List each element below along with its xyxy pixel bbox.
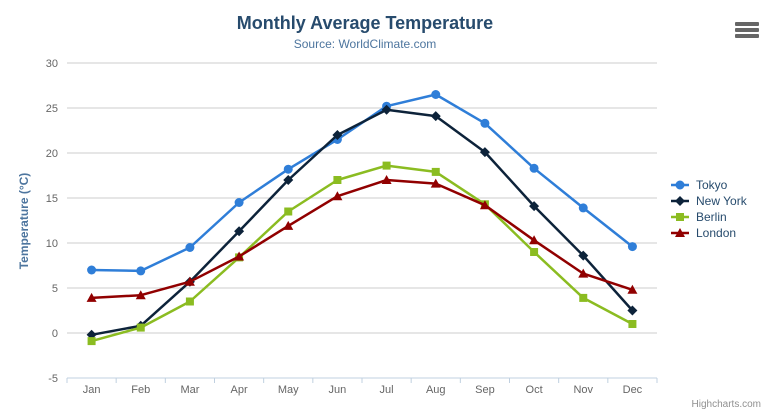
x-axis-label: Jul [380,384,394,396]
data-point[interactable] [579,293,588,302]
legend-marker[interactable] [675,196,685,206]
hamburger-bar [735,34,759,38]
series-london[interactable] [86,175,638,302]
data-point[interactable] [234,198,244,207]
data-point[interactable] [627,242,637,252]
hamburger-bar [735,28,759,32]
legend-label: Berlin [696,210,727,224]
x-axis-label: Dec [623,384,643,396]
series-tokyo[interactable] [87,90,637,276]
legend: Tokyo New York Berlin London [671,177,747,241]
data-point[interactable] [332,191,343,201]
data-point[interactable] [381,175,392,184]
credits-link[interactable]: Highcharts.com [691,399,761,410]
data-point[interactable] [627,284,638,294]
legend-marker[interactable] [676,213,684,221]
data-point[interactable] [87,337,96,346]
data-point[interactable] [184,276,195,286]
data-point[interactable] [284,207,293,216]
y-axis-label: 20 [46,148,58,160]
data-point[interactable] [530,248,539,256]
data-point[interactable] [283,220,294,230]
legend-label: New York [696,194,747,208]
data-point[interactable] [430,178,441,188]
data-point[interactable] [431,90,441,99]
data-point[interactable] [333,176,342,184]
data-point[interactable] [86,292,97,302]
y-axis-label: -5 [48,373,58,385]
x-axis-label: Jun [329,384,347,396]
series-line [90,178,634,300]
data-point[interactable] [431,167,440,176]
x-axis-label: Feb [131,384,150,396]
chart-title: Monthly Average Temperature [236,13,494,33]
data-point[interactable] [529,163,539,173]
data-point[interactable] [479,147,490,158]
data-point[interactable] [283,164,293,174]
x-axis-label: Mar [180,384,199,396]
data-point[interactable] [627,305,638,316]
y-axis-label: 30 [46,58,58,70]
data-point[interactable] [479,200,490,210]
circle-marker-icon [671,180,689,190]
y-axis-label: 15 [46,193,58,205]
diamond-marker-icon [671,196,689,206]
legend-item-london[interactable]: London [671,225,747,241]
data-point[interactable] [135,290,146,300]
legend-marker[interactable] [675,180,685,190]
series-new-york[interactable] [86,104,638,340]
data-point[interactable] [382,161,391,170]
data-point[interactable] [529,235,540,245]
y-axis-label: 10 [46,238,58,250]
data-point[interactable] [136,266,146,276]
data-point[interactable] [578,203,588,213]
series-line [90,108,634,337]
legend-item-tokyo[interactable]: Tokyo [671,177,747,193]
series-line [90,164,634,343]
hamburger-icon [735,22,759,38]
legend-item-berlin[interactable]: Berlin [671,209,747,225]
series-line [90,93,634,273]
data-point[interactable] [185,243,195,252]
legend-label: London [696,226,737,240]
y-axis-title: Temperature (°C) [17,173,31,270]
x-axis-label: Sep [475,384,495,396]
data-point[interactable] [234,226,245,237]
data-point[interactable] [234,251,245,261]
chart-subtitle: Source: WorldClimate.com [293,37,437,51]
legend-marker[interactable] [675,228,685,237]
legend-label: Tokyo [696,178,728,192]
data-point[interactable] [332,130,343,140]
data-point[interactable] [529,201,540,212]
hamburger-bar [735,22,759,26]
y-axis-label: 0 [52,328,58,340]
data-point[interactable] [578,268,589,278]
x-axis-label: Jan [83,384,101,396]
legend-item-new-york[interactable]: New York [671,193,747,209]
data-point[interactable] [283,175,294,185]
export-menu-button[interactable] [734,20,760,40]
y-axis-label: 5 [52,283,58,295]
x-axis-label: May [278,384,299,396]
x-axis-label: Oct [526,384,543,396]
triangle-marker-icon [671,228,689,237]
x-axis-label: Nov [573,384,593,396]
data-point[interactable] [136,323,145,332]
square-marker-icon [671,213,689,221]
data-point[interactable] [578,250,589,261]
x-axis-label: Apr [231,384,248,396]
x-axis-label: Aug [426,384,446,396]
data-point[interactable] [381,104,392,115]
data-point[interactable] [480,118,490,128]
data-point[interactable] [628,320,637,328]
data-point[interactable] [87,265,97,275]
data-point[interactable] [185,297,194,306]
data-point[interactable] [430,111,441,122]
y-axis-label: 25 [46,103,58,115]
